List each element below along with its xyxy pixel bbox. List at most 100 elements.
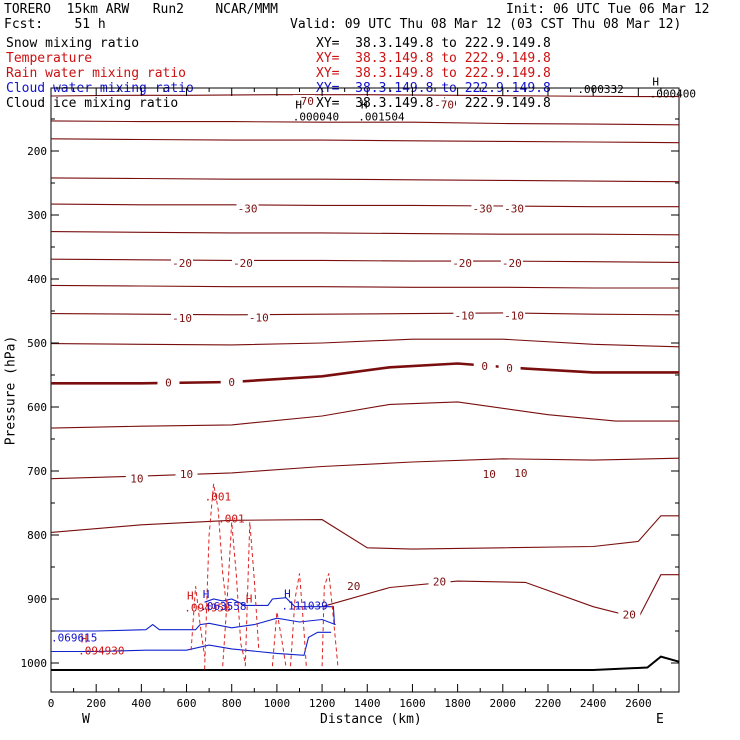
maximum-value: .069615 — [51, 631, 97, 644]
isotherm-label-bg — [473, 360, 496, 373]
isotherm-label-bg — [503, 309, 526, 322]
maximum-marker: H — [81, 632, 88, 645]
y-tick-label: 1000 — [21, 657, 48, 670]
x-tick-label: 400 — [131, 697, 151, 710]
x-tick-label: 2600 — [625, 697, 652, 710]
isotherm-line — [50, 284, 679, 289]
isotherm-label: 20 — [347, 580, 360, 593]
isotherm-label: 0 — [228, 376, 235, 389]
isotherm-line — [50, 120, 680, 126]
y-tick-label: 200 — [27, 145, 47, 158]
isotherm-label: -30 — [504, 203, 524, 216]
isotherm-label-bg — [171, 257, 194, 269]
x-tick-label: 1200 — [309, 697, 336, 710]
isotherm-label-bg — [500, 257, 523, 269]
isotherm-line — [50, 312, 680, 316]
x-tick-label: 200 — [86, 697, 106, 710]
maximum-value: .001 — [218, 512, 245, 525]
x-axis-label: Distance (km) — [320, 712, 422, 727]
maximum-value: .000332 — [577, 83, 623, 96]
x-tick-label: 1000 — [264, 697, 291, 710]
isotherm-label: -10 — [504, 309, 524, 322]
isotherm-label: 0 — [165, 377, 172, 390]
rain-water-contour — [204, 483, 228, 670]
forecast-hour: Fcst: 51 h — [4, 17, 106, 32]
isotherm-label-bg — [293, 95, 316, 108]
y-tick-label: 400 — [27, 273, 47, 286]
isotherm-line — [321, 574, 679, 619]
isotherm-line — [50, 258, 680, 263]
isotherm-label-bg — [618, 608, 641, 621]
x-tick-label: 1800 — [444, 697, 471, 710]
isotherm-label-bg — [220, 376, 243, 389]
maximum-marker: H — [203, 588, 210, 601]
isotherm-label-bg — [175, 468, 198, 481]
isotherm-label-bg — [478, 468, 501, 481]
x-tick-label: 0 — [48, 697, 55, 710]
maximum-marker: H — [295, 99, 302, 112]
isotherm-label-bg — [471, 202, 494, 215]
isotherm-label: 10 — [130, 473, 143, 486]
legend-cloud-water-name: Cloud water mixing ratio — [6, 81, 194, 96]
y-tick-label: 800 — [27, 529, 47, 542]
isotherm-label-bg — [453, 309, 476, 322]
legend-snow-name: Snow mixing ratio — [6, 36, 140, 51]
cloud-water-contour — [204, 597, 336, 625]
isotherm-label-bg — [171, 312, 194, 325]
rain-water-contour — [290, 573, 307, 667]
maximum-value: .111039 — [281, 599, 327, 612]
rain-water-contour — [244, 522, 260, 667]
isotherm-label: 10 — [514, 467, 527, 480]
y-tick-label: 700 — [27, 465, 47, 478]
isotherm-label-bg — [157, 376, 180, 389]
y-tick-label: 600 — [27, 401, 47, 414]
isotherm-line — [50, 401, 679, 429]
model-title: TORERO 15km ARW Run2 NCAR/MMM — [4, 2, 278, 17]
isotherm-line — [50, 203, 679, 208]
rain-water-contour — [271, 611, 287, 667]
maximum-value: .094958 — [184, 601, 230, 614]
isotherm-label-bg — [236, 202, 259, 215]
x-tick-label: 1600 — [399, 697, 426, 710]
init-time: Init: 06 UTC Tue 06 Mar 12 — [506, 2, 710, 17]
isotherm-label-bg — [498, 361, 521, 374]
y-tick-label: 900 — [27, 593, 47, 606]
x-tick-label: 600 — [177, 697, 197, 710]
maximum-marker: H — [284, 587, 291, 600]
isotherm-label: -20 — [452, 257, 472, 270]
cloud-water-contour — [51, 617, 336, 632]
legend-cloud-ice-xy: XY= 38.3.149.8 to 222.9.149.8 — [316, 96, 551, 111]
isotherm-label: -70 — [294, 95, 314, 108]
isotherm-label: -30 — [238, 203, 258, 216]
x-tick-label: 2000 — [490, 697, 517, 710]
isotherm-label-bg — [125, 472, 148, 485]
isotherm-label: 20 — [433, 576, 446, 589]
isotherm-label-bg — [247, 311, 270, 324]
y-tick-label: 500 — [27, 337, 47, 350]
x-tick-label: 800 — [222, 697, 242, 710]
isotherm-line — [50, 138, 680, 144]
maximum-value: .000040 — [293, 111, 339, 124]
maximum-marker: H — [246, 593, 253, 606]
isotherm-label-bg — [503, 202, 526, 215]
isotherm-label: 20 — [623, 608, 636, 621]
isotherm-label: -30 — [473, 203, 493, 216]
maximum-value: .094930 — [78, 644, 124, 657]
isotherm-label: -10 — [454, 309, 474, 322]
west-label: W — [82, 712, 90, 727]
legend-cloud-ice-name: Cloud ice mixing ratio — [6, 96, 179, 111]
plot-frame — [50, 87, 680, 693]
isotherm-line — [50, 338, 680, 348]
isotherm-line — [50, 515, 679, 550]
terrain-line — [51, 655, 680, 671]
rain-water-contour — [321, 573, 339, 667]
isotherm-label-bg — [232, 257, 255, 269]
maximum-value: .001504 — [358, 111, 405, 124]
isotherm-label: 10 — [180, 468, 193, 481]
isotherm-label-bg — [342, 580, 365, 593]
rain-water-contour — [190, 586, 206, 657]
east-label: E — [656, 712, 664, 727]
x-tick-label: 1400 — [354, 697, 381, 710]
isotherm-label: -20 — [172, 257, 192, 270]
